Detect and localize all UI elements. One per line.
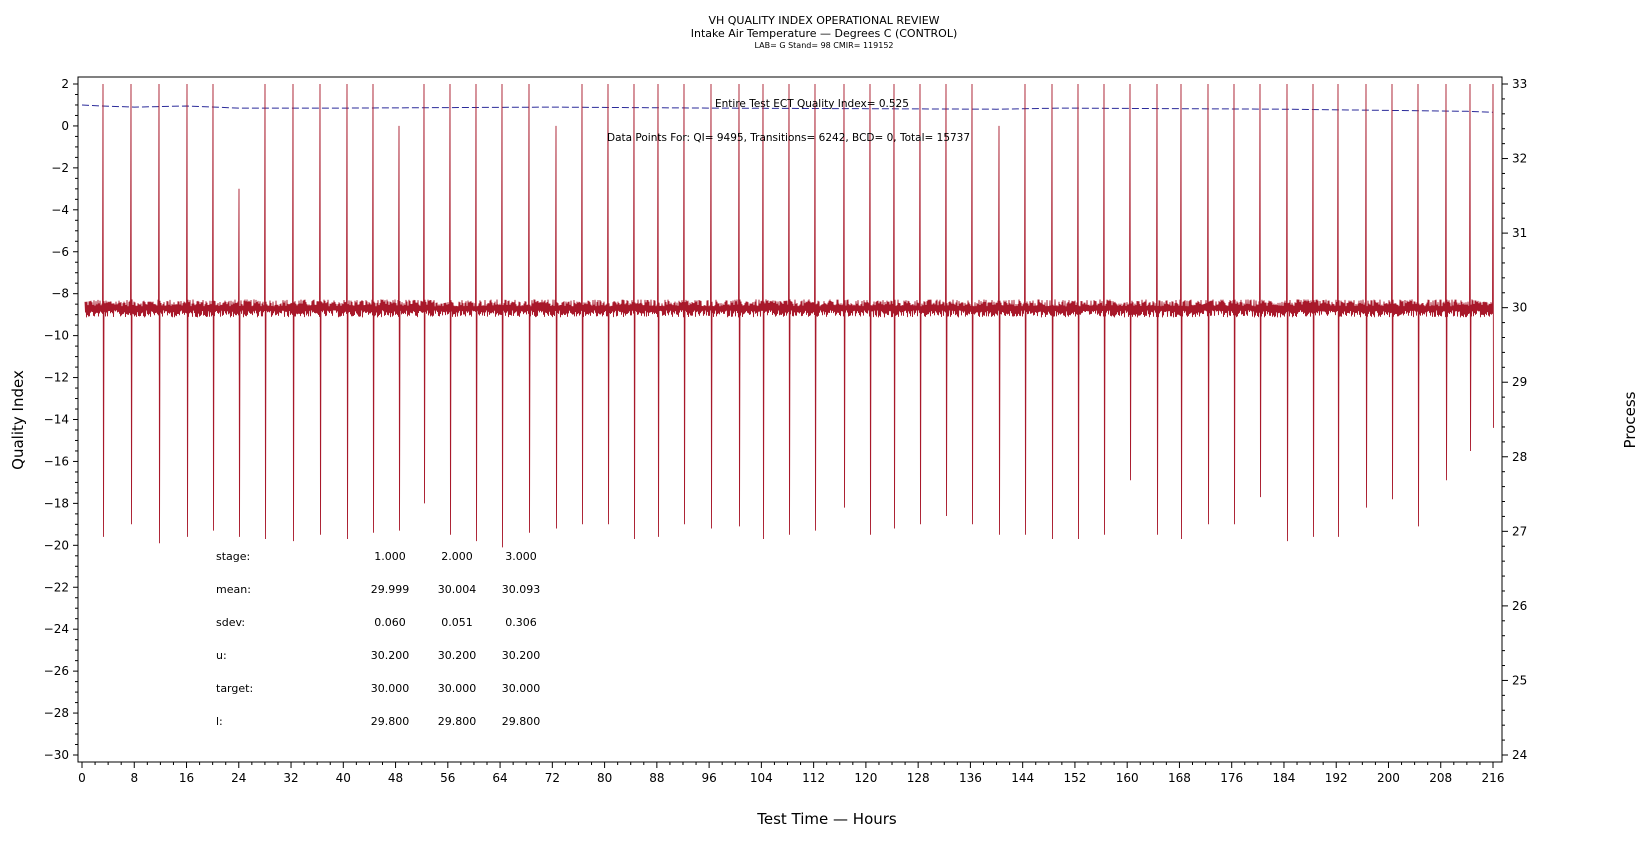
y2-tick-label: 25 (1512, 673, 1527, 687)
y-axis-left: 2 0 −2 −4 −6 −8 −10 −12 −14 −16 −18 −20 −22 −24 −26 −28… (44, 77, 78, 762)
stats-cell: 30.200 (502, 649, 541, 662)
stats-cell: 3.000 (505, 550, 537, 563)
y2-tick-label: 33 (1512, 77, 1527, 91)
x-tick-label: 176 (1220, 771, 1243, 785)
x-tick-label: 48 (388, 771, 403, 785)
y-tick-label: −16 (44, 454, 69, 468)
stats-row-label: u: (216, 649, 227, 662)
title-block: VH QUALITY INDEX OPERATIONAL REVIEW Inta… (0, 14, 1648, 51)
x-axis: 0 8 16 24 32 40 48 56 64 72 80 88 96 104 112 120 128 136 1… (78, 762, 1504, 785)
y-tick-label: −6 (51, 245, 69, 259)
x-tick-label: 88 (649, 771, 664, 785)
y2-tick-label: 31 (1512, 226, 1527, 240)
y2-tick-label: 29 (1512, 375, 1527, 389)
y-tick-label: 0 (61, 119, 69, 133)
series-line-process (81, 104, 1494, 113)
x-tick-label: 128 (907, 771, 930, 785)
x-tick-label: 40 (336, 771, 351, 785)
chart-title: VH QUALITY INDEX OPERATIONAL REVIEW (708, 14, 940, 27)
stats-cell: 0.306 (505, 616, 537, 629)
y2-tick-label: 28 (1512, 450, 1527, 464)
x-tick-label: 80 (597, 771, 612, 785)
x-tick-label: 160 (1116, 771, 1139, 785)
data-points-note: Data Points For: QI= 9495, Transitions= … (607, 132, 970, 144)
stats-cell: 0.051 (441, 616, 473, 629)
y-tick-label: −20 (44, 538, 69, 552)
stats-cell: 30.200 (438, 649, 477, 662)
y-tick-label: −22 (44, 580, 69, 594)
y-axis-right: 33 32 31 30 29 28 27 26 25 24 (1502, 77, 1527, 762)
stats-cell: 29.800 (371, 715, 410, 728)
x-tick-label: 216 (1482, 771, 1505, 785)
stats-cell: 0.060 (374, 616, 406, 629)
stats-cell: 30.004 (438, 583, 477, 596)
x-tick-label: 56 (440, 771, 455, 785)
y-tick-label: −2 (51, 161, 69, 175)
x-tick-label: 144 (1011, 771, 1034, 785)
x-tick-label: 0 (78, 771, 86, 785)
x-tick-label: 136 (959, 771, 982, 785)
stats-row-label: stage: (216, 550, 250, 563)
stats-cell: 2.000 (441, 550, 473, 563)
annotations: Entire Test ECT Quality Index= 0.525 Dat… (607, 98, 970, 144)
x-tick-label: 192 (1325, 771, 1348, 785)
x-tick-label: 184 (1273, 771, 1296, 785)
y-tick-label: −24 (44, 622, 69, 636)
x-tick-label: 208 (1429, 771, 1452, 785)
y2-tick-label: 27 (1512, 524, 1527, 538)
x-tick-label: 32 (283, 771, 298, 785)
stats-cell: 29.999 (371, 583, 410, 596)
y-tick-label: −10 (44, 329, 69, 343)
stats-cell: 30.000 (438, 682, 477, 695)
stats-cell: 29.800 (438, 715, 477, 728)
x-tick-label: 120 (854, 771, 877, 785)
x-tick-label: 112 (802, 771, 825, 785)
y-tick-label: −26 (44, 664, 69, 678)
x-tick-label: 200 (1377, 771, 1400, 785)
x-tick-label: 24 (231, 771, 246, 785)
stats-cell: 1.000 (374, 550, 406, 563)
y-tick-label: 2 (61, 77, 69, 91)
stats-cell: 30.000 (502, 682, 541, 695)
stats-cell: 29.800 (502, 715, 541, 728)
stats-row-label: target: (216, 682, 253, 695)
y-tick-label: −14 (44, 413, 69, 427)
y-tick-label: −12 (44, 371, 69, 385)
y-tick-label: −18 (44, 496, 69, 510)
y2-tick-label: 32 (1512, 152, 1527, 166)
y-tick-label: −30 (44, 748, 69, 762)
y2-tick-label: 30 (1512, 301, 1527, 315)
x-tick-label: 64 (492, 771, 507, 785)
x-tick-label: 8 (130, 771, 138, 785)
y2-tick-label: 24 (1512, 748, 1527, 762)
stats-row-label: l: (216, 715, 223, 728)
stats-row-label: sdev: (216, 616, 245, 629)
x-tick-label: 96 (701, 771, 716, 785)
y-tick-label: −4 (51, 203, 69, 217)
x-axis-label: Test Time — Hours (756, 810, 897, 828)
x-tick-label: 72 (545, 771, 560, 785)
y-axis-label: Quality Index (9, 370, 27, 470)
x-tick-label: 152 (1063, 771, 1086, 785)
x-tick-label: 16 (179, 771, 194, 785)
y2-axis-label: Process (1621, 391, 1639, 448)
chart-subtitle: Intake Air Temperature — Degrees C (CONT… (690, 27, 958, 40)
y2-tick-label: 26 (1512, 599, 1527, 613)
y-tick-label: −28 (44, 706, 69, 720)
stats-row-label: mean: (216, 583, 251, 596)
stats-cell: 30.200 (371, 649, 410, 662)
quality-index-note: Entire Test ECT Quality Index= 0.525 (715, 98, 909, 110)
series-line-quality-index (84, 83, 1494, 548)
stats-table: stage: 1.000 2.000 3.000 mean: 29.999 30.004 30… (216, 550, 540, 728)
series-layer (81, 83, 1494, 548)
y-tick-label: −8 (51, 287, 69, 301)
stats-cell: 30.000 (371, 682, 410, 695)
chart-subtitle-lab: LAB= G Stand= 98 CMIR= 119152 (754, 41, 894, 50)
stats-cell: 30.093 (502, 583, 541, 596)
x-tick-label: 104 (750, 771, 773, 785)
x-tick-label: 168 (1168, 771, 1191, 785)
